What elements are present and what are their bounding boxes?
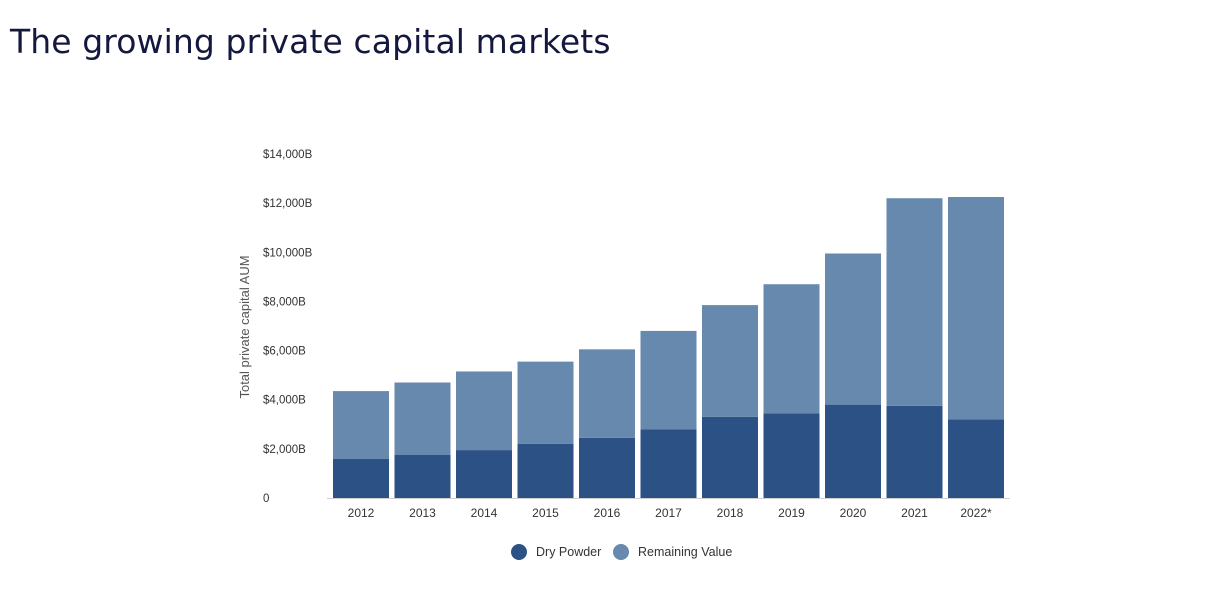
bar-remaining-value-2016 <box>579 349 635 438</box>
bar-remaining-value-2020 <box>825 253 881 405</box>
x-tick-label: 2013 <box>409 506 436 520</box>
legend: Dry Powder Remaining Value <box>511 544 732 560</box>
bar-dry-powder-2020 <box>825 404 881 498</box>
bar-remaining-value-2013 <box>394 382 451 455</box>
legend-label-dry-powder: Dry Powder <box>536 545 601 559</box>
x-tick-label: 2018 <box>717 506 744 520</box>
x-tick-label: 2014 <box>471 506 498 520</box>
bar-remaining-value-2022 <box>948 197 1004 420</box>
y-tick-label: $14,000B <box>263 149 313 161</box>
bar-remaining-value-2015 <box>517 361 574 444</box>
bar-remaining-value-2017 <box>640 330 697 430</box>
y-tick-label: $12,000B <box>263 198 313 210</box>
x-tick-label: 2021 <box>901 506 928 520</box>
bar-dry-powder-2017 <box>640 429 697 498</box>
bar-series <box>333 197 1004 498</box>
x-axis-ticks: 2012 2013 2014 2015 2016 2017 2018 2019 2020 2021… <box>348 506 992 520</box>
y-tick-label: $4,000B <box>263 395 306 407</box>
bar-remaining-value-2018 <box>702 305 758 417</box>
x-tick-label: 2015 <box>532 506 559 520</box>
x-tick-label: 2016 <box>594 506 621 520</box>
y-axis-ticks: 0 $2,000B $4,000B $6,000B $8,000B $10,000B $12… <box>263 149 313 505</box>
bar-dry-powder-2018 <box>702 416 758 498</box>
x-tick-label: 2017 <box>655 506 682 520</box>
y-tick-label: $2,000B <box>263 444 306 456</box>
bar-remaining-value-2014 <box>456 371 512 451</box>
y-tick-label: $10,000B <box>263 247 313 259</box>
y-tick-label: 0 <box>263 493 269 505</box>
bar-remaining-value-2019 <box>763 284 820 414</box>
legend-swatch-dry-powder <box>511 544 527 560</box>
y-axis-title: Total private capital AUM <box>237 255 252 398</box>
bar-dry-powder-2016 <box>579 437 635 498</box>
page-title: The growing private capital markets <box>10 22 611 61</box>
legend-swatch-remaining-value <box>613 544 629 560</box>
y-axis-title-layer: Total private capital AUM <box>237 255 252 398</box>
x-tick-label: 2020 <box>840 506 867 520</box>
bar-dry-powder-2012 <box>333 458 389 498</box>
bar-remaining-value-2021 <box>886 198 943 406</box>
x-tick-label: 2012 <box>348 506 375 520</box>
bar-dry-powder-2014 <box>456 450 512 498</box>
y-tick-label: $6,000B <box>263 346 306 358</box>
legend-label-remaining-value: Remaining Value <box>638 545 732 559</box>
bar-remaining-value-2012 <box>333 391 389 459</box>
bar-dry-powder-2013 <box>394 455 451 498</box>
x-tick-label: 2022* <box>960 506 992 520</box>
bar-dry-powder-2021 <box>886 405 943 498</box>
bar-dry-powder-2015 <box>517 443 574 498</box>
bar-dry-powder-2019 <box>763 413 820 498</box>
bar-dry-powder-2022 <box>948 419 1004 498</box>
x-tick-label: 2019 <box>778 506 805 520</box>
y-tick-label: $8,000B <box>263 296 306 308</box>
